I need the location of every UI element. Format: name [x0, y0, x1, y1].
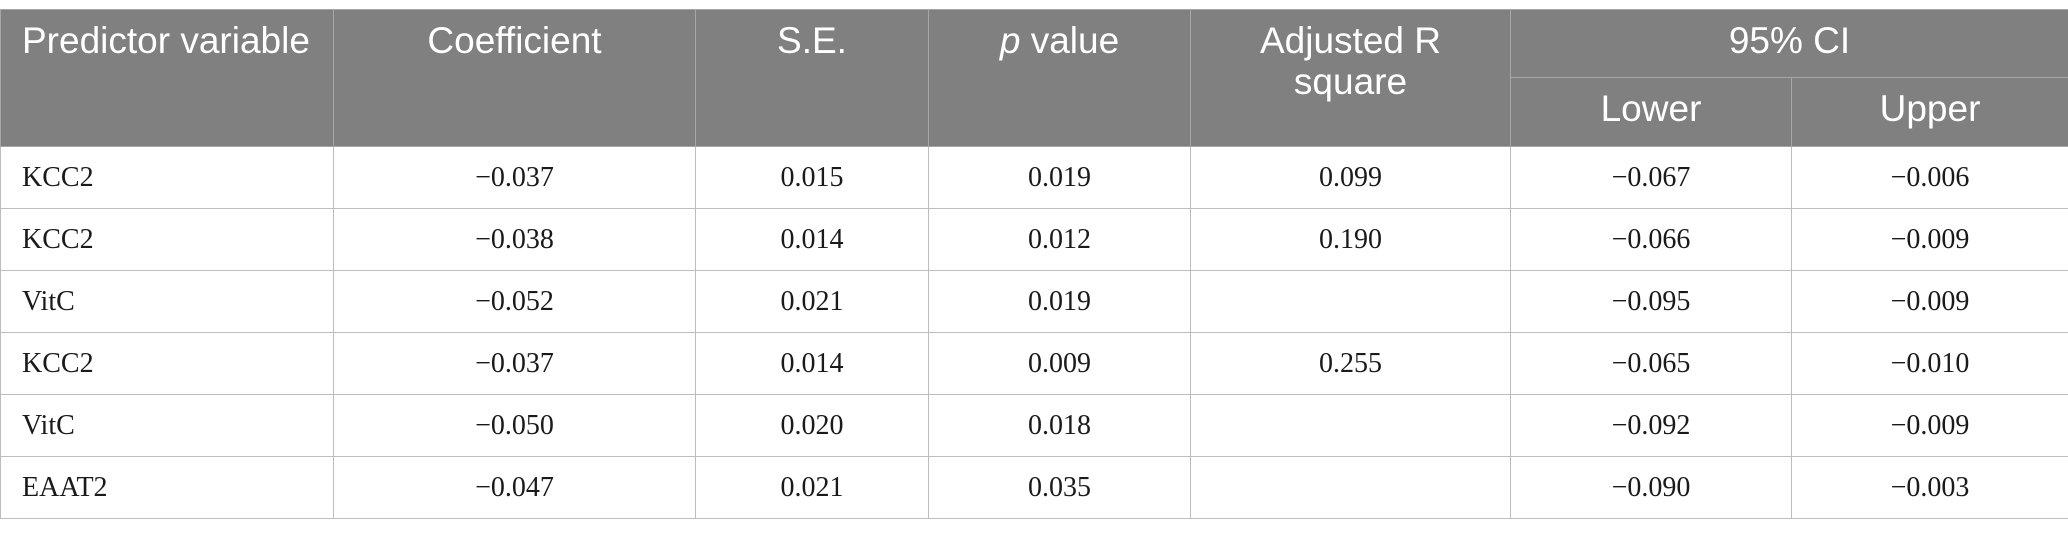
cell-adjusted-r-square: 0.099 [1190, 146, 1511, 209]
cell-predictor: VitC [0, 394, 334, 457]
header-predictor-variable: Predictor variable [0, 9, 334, 147]
cell-ci-lower: −0.092 [1510, 394, 1792, 457]
cell-predictor: KCC2 [0, 208, 334, 271]
cell-coefficient: −0.047 [333, 456, 696, 519]
cell-se: 0.015 [695, 146, 929, 209]
cell-p-value: 0.035 [928, 456, 1191, 519]
header-p-value: p value [928, 9, 1191, 147]
header-ci-lower: Lower [1510, 77, 1792, 147]
table-header: Predictor variable Coefficient S.E. p va… [0, 9, 2068, 147]
cell-adjusted-r-square [1190, 394, 1511, 457]
regression-table: Predictor variable Coefficient S.E. p va… [0, 9, 2068, 519]
cell-p-value: 0.018 [928, 394, 1191, 457]
cell-se: 0.014 [695, 332, 929, 395]
cell-p-value: 0.009 [928, 332, 1191, 395]
cell-ci-upper: −0.010 [1791, 332, 2068, 395]
cell-ci-lower: −0.066 [1510, 208, 1792, 271]
cell-ci-lower: −0.090 [1510, 456, 1792, 519]
cell-ci-upper: −0.003 [1791, 456, 2068, 519]
cell-adjusted-r-square [1190, 270, 1511, 333]
table-row: VitC −0.050 0.020 0.018 −0.092 −0.009 [0, 394, 2068, 457]
table-row: VitC −0.052 0.021 0.019 −0.095 −0.009 [0, 270, 2068, 333]
cell-ci-upper: −0.009 [1791, 208, 2068, 271]
header-se: S.E. [695, 9, 929, 147]
header-adjusted-r-square: Adjusted R square [1190, 9, 1511, 147]
table-row: KCC2 −0.037 0.014 0.009 0.255 −0.065 −0.… [0, 332, 2068, 395]
table-row: EAAT2 −0.047 0.021 0.035 −0.090 −0.003 [0, 456, 2068, 519]
cell-se: 0.014 [695, 208, 929, 271]
table-row: KCC2 −0.038 0.014 0.012 0.190 −0.066 −0.… [0, 208, 2068, 271]
cell-predictor: KCC2 [0, 332, 334, 395]
header-95-ci: 95% CI [1510, 9, 2068, 78]
header-ci-upper: Upper [1791, 77, 2068, 147]
cell-coefficient: −0.037 [333, 332, 696, 395]
table-row: KCC2 −0.037 0.015 0.019 0.099 −0.067 −0.… [0, 146, 2068, 209]
cell-adjusted-r-square: 0.190 [1190, 208, 1511, 271]
cell-ci-upper: −0.009 [1791, 270, 2068, 333]
cell-ci-lower: −0.065 [1510, 332, 1792, 395]
cell-adjusted-r-square [1190, 456, 1511, 519]
cell-predictor: VitC [0, 270, 334, 333]
cell-coefficient: −0.038 [333, 208, 696, 271]
cell-ci-upper: −0.009 [1791, 394, 2068, 457]
cell-coefficient: −0.050 [333, 394, 696, 457]
cell-adjusted-r-square: 0.255 [1190, 332, 1511, 395]
header-coefficient: Coefficient [333, 9, 696, 147]
cell-se: 0.021 [695, 456, 929, 519]
cell-p-value: 0.019 [928, 146, 1191, 209]
cell-p-value: 0.019 [928, 270, 1191, 333]
cell-se: 0.020 [695, 394, 929, 457]
cell-ci-lower: −0.095 [1510, 270, 1792, 333]
cell-predictor: EAAT2 [0, 456, 334, 519]
cell-ci-upper: −0.006 [1791, 146, 2068, 209]
cell-predictor: KCC2 [0, 146, 334, 209]
cell-ci-lower: −0.067 [1510, 146, 1792, 209]
cell-p-value: 0.012 [928, 208, 1191, 271]
header-p-italic: p [999, 20, 1021, 61]
cell-coefficient: −0.052 [333, 270, 696, 333]
table-body: KCC2 −0.037 0.015 0.019 0.099 −0.067 −0.… [0, 146, 2068, 519]
cell-se: 0.021 [695, 270, 929, 333]
header-p-rest: value [1020, 20, 1120, 61]
cell-coefficient: −0.037 [333, 146, 696, 209]
